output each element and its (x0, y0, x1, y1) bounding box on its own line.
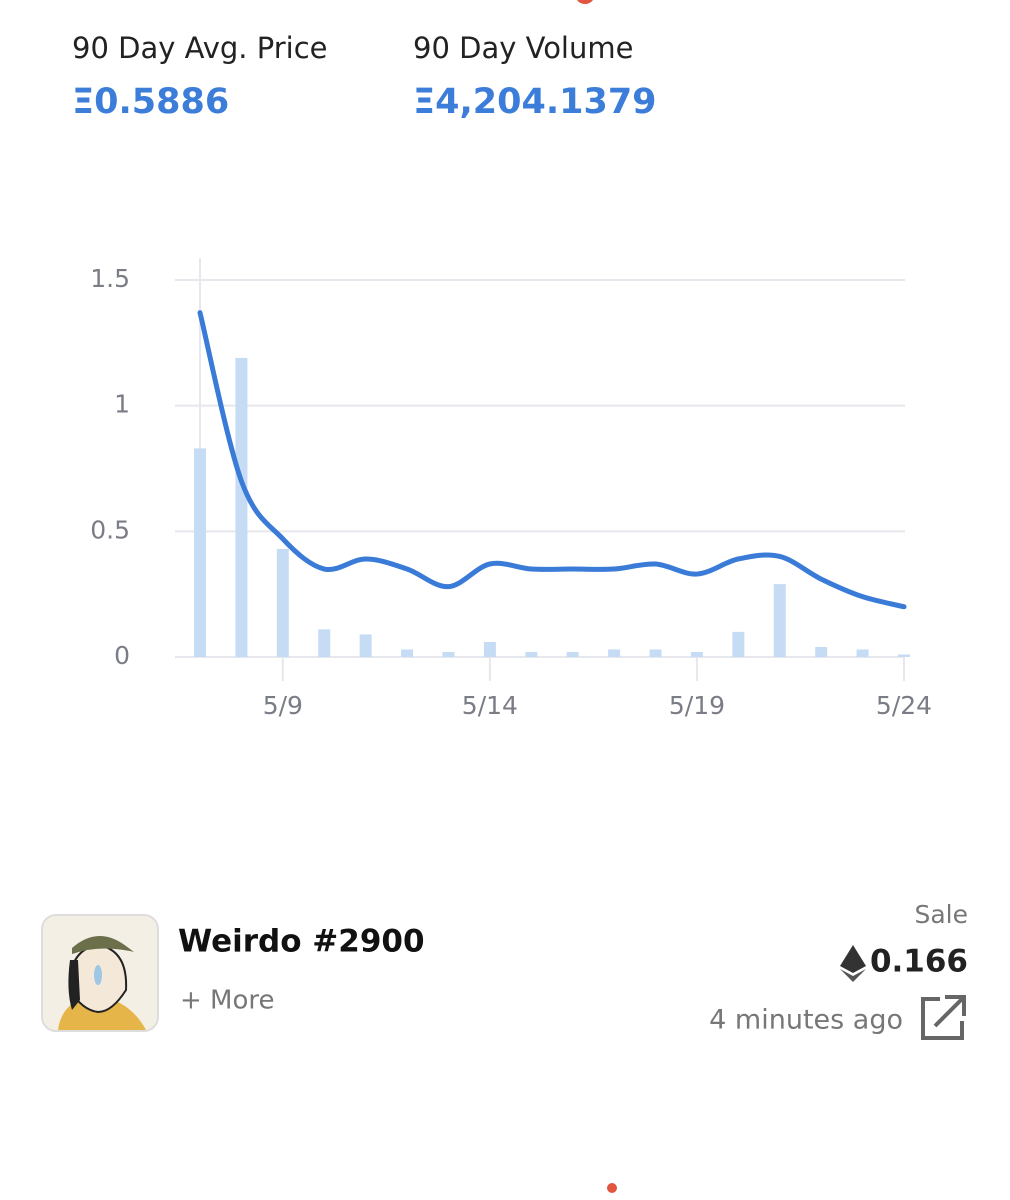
bar (235, 357, 248, 657)
x-tick-label: 5/24 (876, 691, 932, 720)
thumbnail-art (58, 935, 146, 1030)
price-line (197, 310, 907, 610)
bar (318, 629, 331, 657)
stat-label: 90 Day Volume (413, 31, 633, 65)
bar (401, 649, 414, 657)
bar (483, 641, 496, 657)
bar (566, 651, 579, 657)
chart: 0 0.5 1 1.5 5/9 5/14 5/19 5/24 (90, 258, 932, 720)
bar (732, 631, 745, 657)
bar (359, 634, 372, 657)
stat-value: Ξ0.5886 (72, 82, 229, 122)
x-tick-label: 5/14 (462, 691, 518, 720)
stat-value: Ξ4,204.1379 (413, 82, 657, 122)
x-tick-label: 5/19 (669, 691, 725, 720)
item-title: Weirdo #2900 (178, 924, 425, 960)
y-tick-label: 1 (114, 390, 130, 419)
sale-item[interactable]: Weirdo #2900 + More Sale 0.166 4 minutes… (41, 900, 968, 1040)
sale-price: 0.166 (870, 944, 968, 980)
stat-label: 90 Day Avg. Price (72, 31, 328, 65)
bar (442, 651, 455, 657)
bar (773, 584, 786, 657)
bar (649, 649, 662, 657)
bar (194, 448, 206, 657)
bar (856, 649, 869, 657)
y-tick-label: 0 (114, 641, 130, 670)
eth-icon (840, 945, 866, 982)
bar (276, 548, 289, 657)
bar (898, 654, 910, 657)
y-tick-label: 1.5 (90, 264, 130, 293)
page-indicator (577, 0, 593, 4)
bar (815, 646, 828, 657)
sale-time: 4 minutes ago (709, 1005, 903, 1036)
bar (608, 649, 621, 657)
y-tick-label: 0.5 (90, 515, 130, 544)
more-link[interactable]: + More (180, 986, 275, 1016)
page-indicator (607, 1183, 617, 1193)
bar (525, 651, 538, 657)
sale-kind: Sale (914, 900, 968, 929)
x-tick-label: 5/9 (263, 691, 303, 720)
bar (690, 651, 703, 657)
external-link-icon[interactable] (921, 995, 966, 1040)
